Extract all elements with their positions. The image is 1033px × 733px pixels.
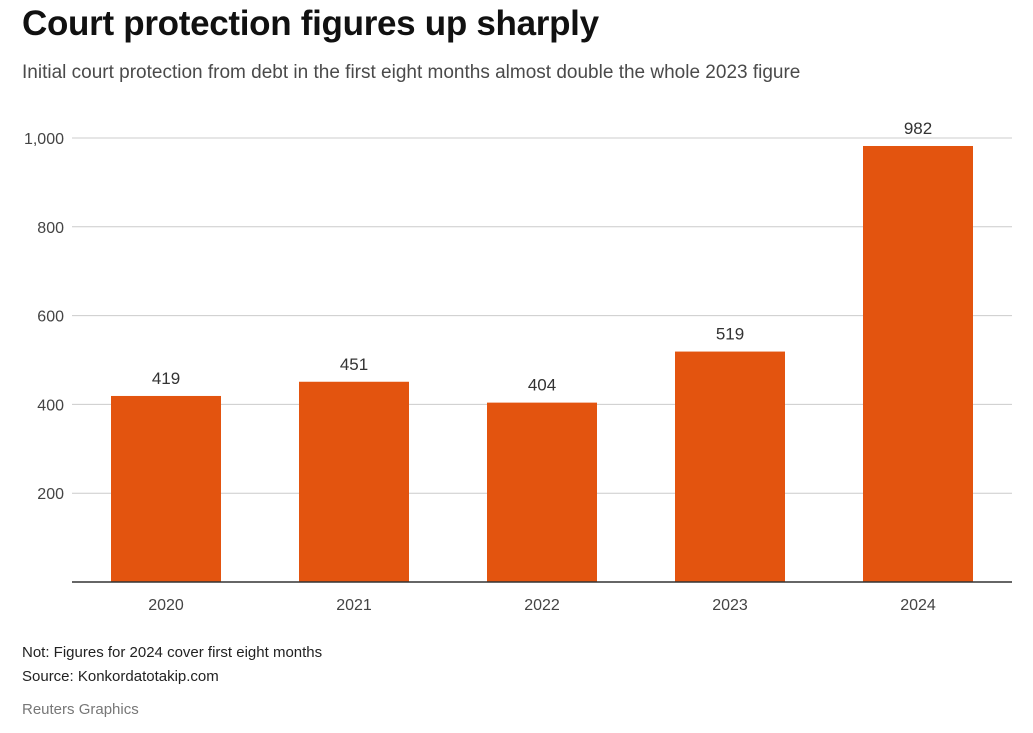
bar [487, 402, 597, 582]
gridlines [72, 137, 1012, 494]
data-labels: 419 451 404 519 982 [152, 119, 932, 395]
bar [299, 381, 409, 582]
x-axis-tick-labels: 2020 2021 2022 2023 2024 [148, 597, 936, 614]
data-label: 451 [340, 355, 368, 374]
data-label: 982 [904, 119, 932, 138]
bar [675, 351, 785, 582]
x-tick-label: 2021 [336, 597, 372, 614]
chart-subtitle: Initial court protection from debt in th… [22, 62, 801, 83]
data-label: 419 [152, 369, 180, 388]
x-tick-label: 2022 [524, 597, 560, 614]
chart-source: Source: Konkordatotakip.com [22, 668, 219, 685]
chart-note: Not: Figures for 2024 cover first eight … [22, 644, 323, 661]
y-tick-label: 600 [37, 309, 64, 326]
data-label: 519 [716, 325, 744, 344]
bar [111, 395, 221, 582]
chart-credit: Reuters Graphics [22, 701, 139, 718]
chart-title: Court protection figures up sharply [22, 4, 599, 43]
x-tick-label: 2020 [148, 597, 184, 614]
y-tick-label: 800 [37, 220, 64, 237]
y-tick-label: 1,000 [24, 131, 64, 148]
data-label: 404 [528, 376, 556, 395]
x-tick-label: 2023 [712, 597, 748, 614]
x-tick-label: 2024 [900, 597, 936, 614]
y-tick-label: 400 [37, 397, 64, 414]
y-axis-tick-labels: 200 400 600 800 1,000 [24, 131, 64, 503]
bars [111, 145, 973, 582]
bar [863, 145, 973, 582]
y-tick-label: 200 [37, 486, 64, 503]
